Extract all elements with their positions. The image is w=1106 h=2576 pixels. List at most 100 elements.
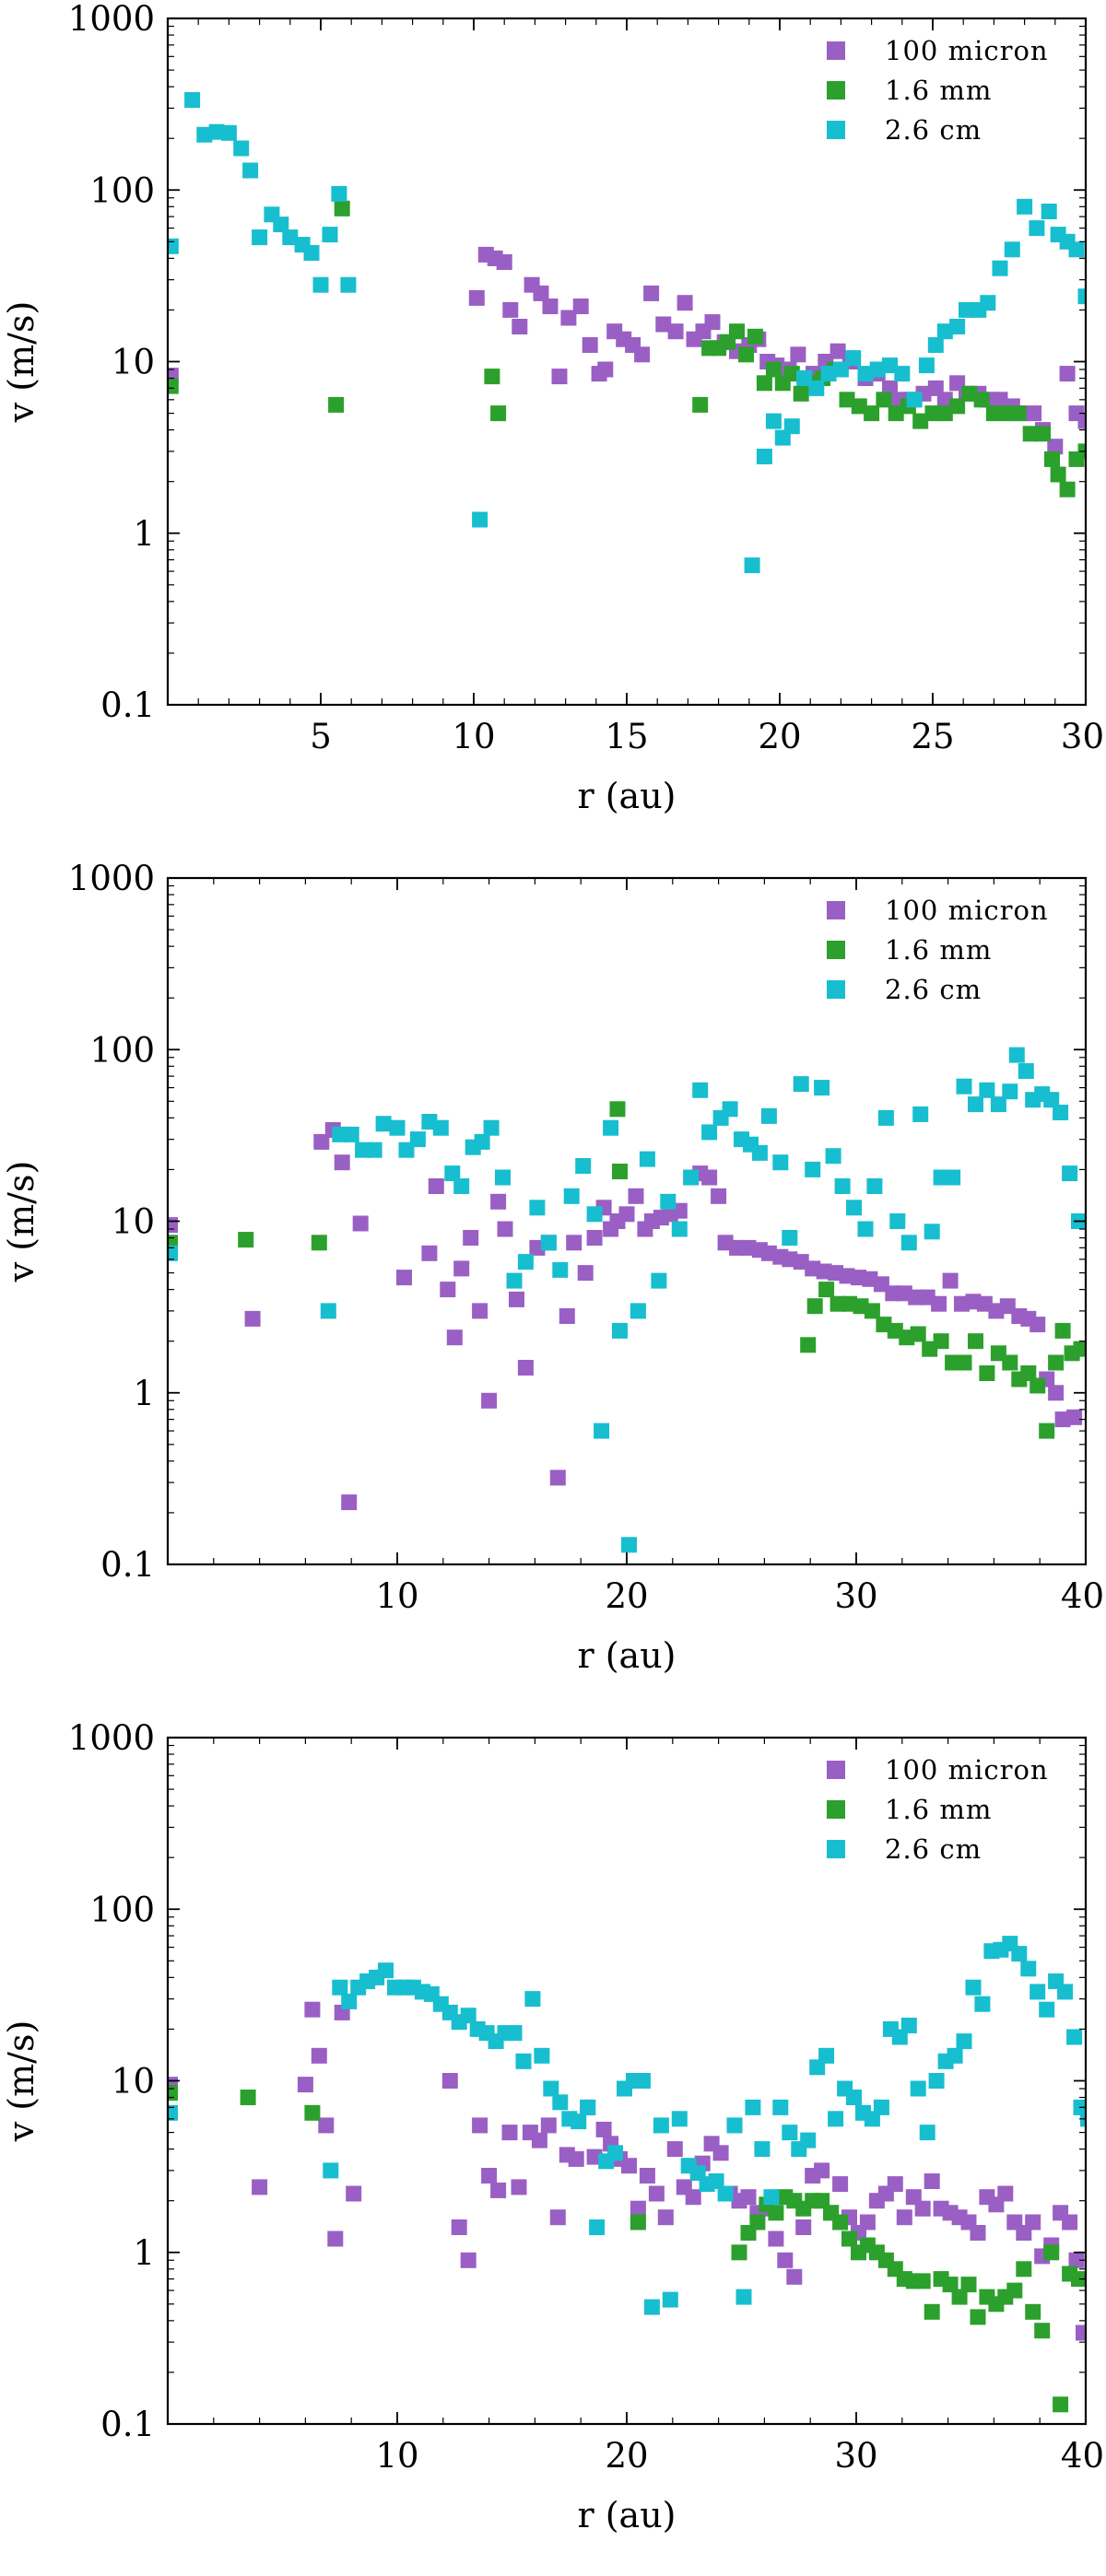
data-point-1-6-mm: [956, 1354, 972, 1371]
data-point-2-6-cm: [745, 2099, 761, 2115]
data-point-2-6-cm: [653, 2117, 669, 2134]
data-point-1-6-mm: [1071, 2271, 1086, 2288]
data-point-2-6-cm: [524, 1991, 541, 2008]
data-point-2-6-cm: [586, 1206, 603, 1223]
data-point-2-6-cm: [282, 229, 299, 246]
data-point-2-6-cm: [534, 2047, 550, 2064]
data-point-1-6-mm: [749, 2214, 766, 2231]
data-point-1-6-mm: [912, 413, 929, 429]
data-point-2-6-cm: [1066, 2029, 1083, 2045]
markers: [168, 1936, 1086, 2413]
data-point-100-micron: [643, 285, 660, 301]
x-tick-label: 40: [1061, 2436, 1104, 2476]
data-point-100-micron: [597, 361, 614, 378]
data-point-100-micron: [586, 1230, 603, 1246]
data-point-2-6-cm: [621, 1537, 637, 1553]
y-tick-label: 0.1: [100, 2405, 155, 2444]
data-point-2-6-cm: [772, 2099, 789, 2115]
y-tick-label: 1000: [68, 860, 155, 898]
data-point-2-6-cm: [331, 185, 347, 202]
data-point-100-micron: [460, 2252, 477, 2268]
data-point-100-micron: [490, 2182, 507, 2198]
data-point-100-micron: [712, 2145, 729, 2161]
legend-label: 100 micron: [885, 895, 1049, 926]
data-point-100-micron: [517, 1360, 534, 1376]
data-point-100-micron: [318, 2117, 335, 2134]
data-point-1-6-mm: [841, 2231, 857, 2247]
data-point-2-6-cm: [869, 361, 886, 378]
data-point-1-6-mm: [1039, 1423, 1055, 1439]
data-point-1-6-mm: [168, 378, 179, 394]
data-point-2-6-cm: [959, 301, 974, 318]
data-point-2-6-cm: [949, 319, 966, 334]
data-point-100-micron: [327, 2231, 344, 2247]
data-point-100-micron: [1077, 413, 1086, 429]
data-point-2-6-cm: [846, 1200, 862, 1216]
legend: 100 micron 1.6 mm 2.6 cm: [827, 895, 1049, 1005]
data-point-2-6-cm: [603, 1119, 619, 1136]
data-point-2-6-cm: [1029, 220, 1045, 237]
data-point-2-6-cm: [312, 276, 329, 293]
y-tick-label: 10: [112, 1202, 155, 1242]
data-point-100-micron: [352, 1215, 369, 1232]
data-point-2-6-cm: [992, 260, 1008, 276]
y-tick-label: 10: [112, 2062, 155, 2102]
data-point-2-6-cm: [1039, 2001, 1055, 2018]
data-point-1-6-mm: [783, 366, 800, 382]
data-point-100-micron: [896, 2209, 912, 2226]
data-point-100-micron: [346, 2185, 362, 2202]
data-point-1-6-mm: [240, 2090, 256, 2105]
data-point-100-micron: [1047, 439, 1064, 455]
data-point-100-micron: [832, 2176, 849, 2193]
data-point-2-6-cm: [594, 1423, 610, 1439]
data-point-2-6-cm: [974, 1996, 991, 2012]
x-tick-label: 10: [452, 717, 495, 756]
data-point-100-micron: [297, 2077, 313, 2093]
data-point-1-6-mm: [490, 405, 507, 422]
data-point-2-6-cm: [444, 1165, 461, 1182]
data-point-100-micron: [931, 1295, 947, 1312]
data-point-2-6-cm: [927, 337, 944, 353]
legend-label: 2.6 cm: [885, 1833, 982, 1865]
data-point-100-micron: [859, 2214, 876, 2231]
data-point-100-micron: [1066, 1409, 1083, 1425]
y-tick-label: 1: [133, 2233, 155, 2273]
data-point-100-micron: [992, 392, 1008, 408]
y-tick-label: 1000: [68, 0, 155, 39]
legend-label: 100 micron: [885, 1754, 1049, 1786]
data-point-2-6-cm: [924, 1224, 940, 1240]
data-point-100-micron: [914, 2200, 931, 2217]
data-point-1-6-mm: [304, 2104, 321, 2121]
data-point-1-6-mm: [747, 328, 763, 345]
data-point-2-6-cm: [882, 357, 898, 374]
data-point-100-micron: [440, 1282, 456, 1298]
data-point-2-6-cm: [453, 1178, 470, 1194]
data-point-100-micron: [533, 285, 549, 301]
data-point-2-6-cm: [472, 511, 488, 528]
data-point-100-micron: [490, 1193, 507, 1210]
data-point-100-micron: [777, 2252, 794, 2268]
data-point-2-6-cm: [242, 162, 259, 179]
data-point-100-micron: [1076, 2324, 1086, 2341]
legend-label: 100 micron: [885, 35, 1049, 66]
data-point-2-6-cm: [1062, 1165, 1078, 1182]
data-point-2-6-cm: [375, 1116, 392, 1132]
y-tick-label: 1000: [68, 1719, 155, 1758]
data-point-1-6-mm: [168, 1235, 178, 1251]
data-point-2-6-cm: [233, 140, 250, 157]
data-point-2-6-cm: [168, 2104, 178, 2121]
markers: [168, 1047, 1086, 1553]
data-point-1-6-mm: [914, 2273, 931, 2289]
data-point-2-6-cm: [506, 2025, 523, 2042]
legend-swatch: [827, 81, 845, 100]
data-point-2-6-cm: [378, 1962, 394, 1979]
data-point-2-6-cm: [629, 1303, 646, 1319]
data-point-100-micron: [334, 1154, 350, 1171]
data-point-2-6-cm: [1088, 346, 1103, 362]
data-point-2-6-cm: [793, 1076, 809, 1093]
chart-panel-bottom: 0.1 1 10 100 1000 10 20 30 40 r (au) v (m/s) 100 mi…: [1, 1719, 1104, 2535]
data-point-1-6-mm: [1022, 426, 1039, 442]
data-point-1-6-mm: [888, 405, 904, 422]
data-point-2-6-cm: [563, 1188, 580, 1204]
data-point-100-micron: [970, 2225, 986, 2241]
